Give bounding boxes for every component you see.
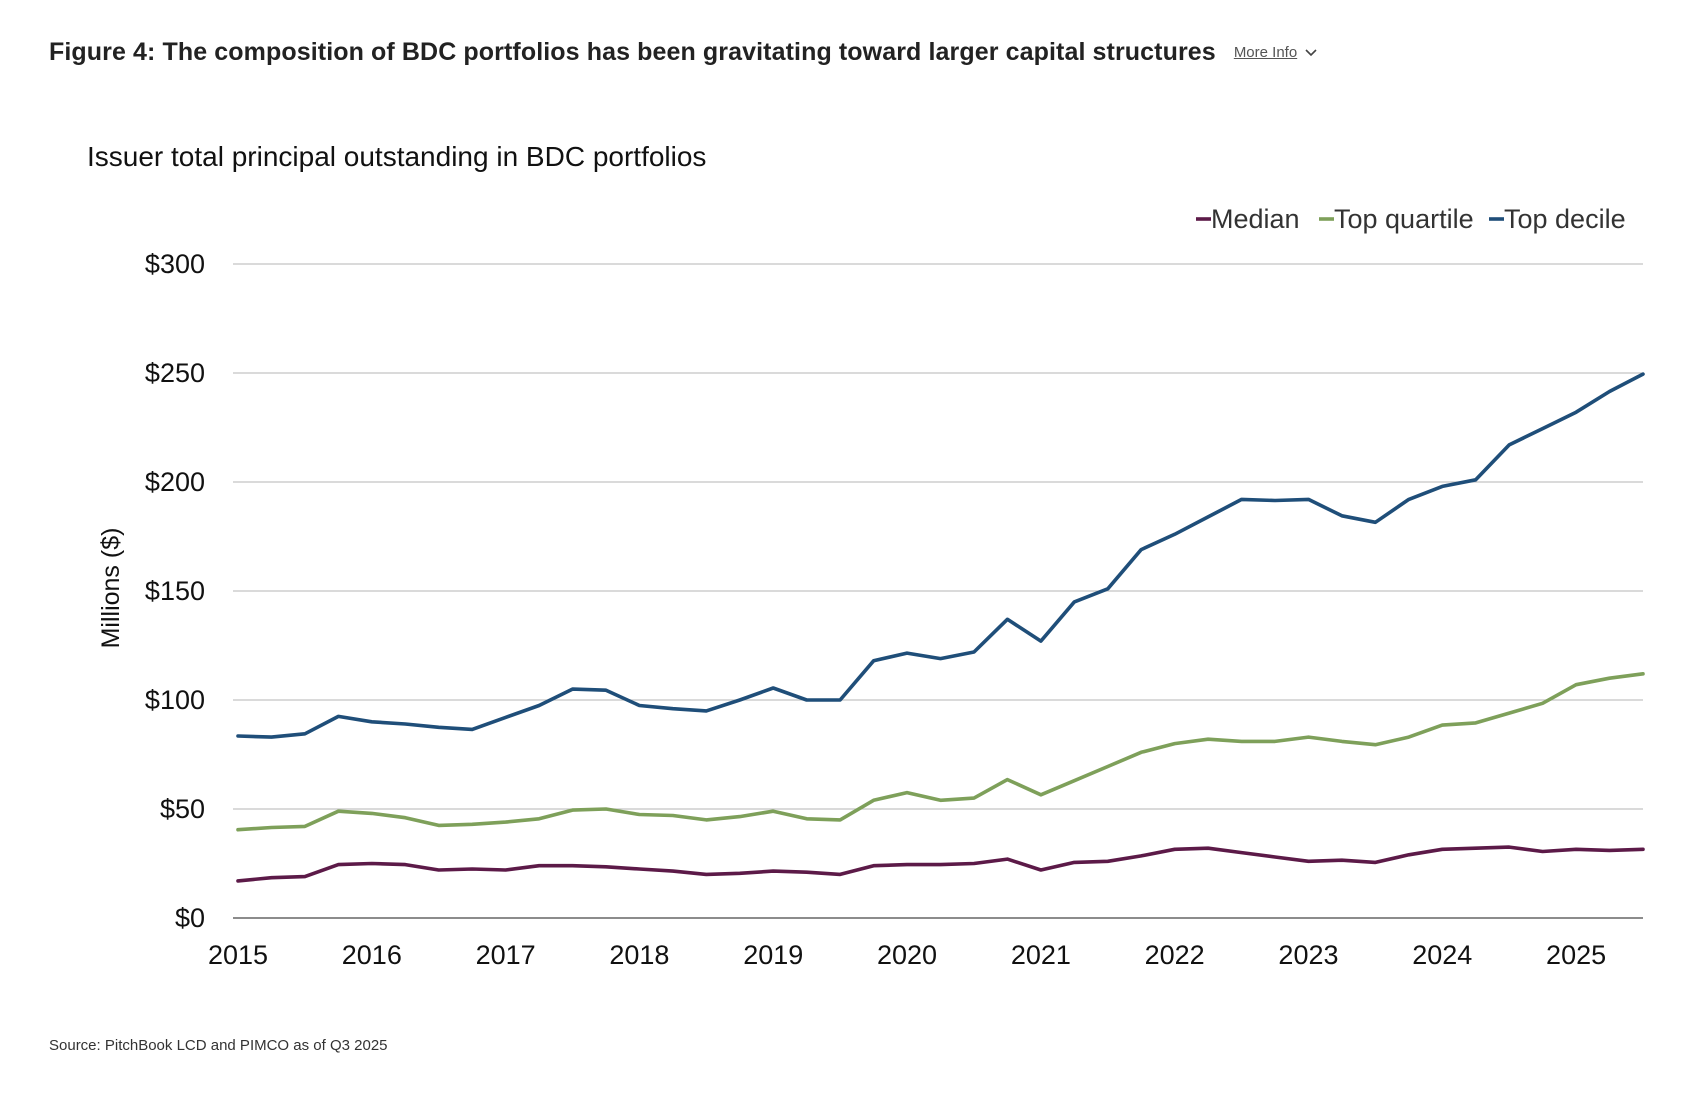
gridlines [233, 263, 1643, 919]
y-tick-label: $50 [160, 794, 205, 824]
series-line-top-decile [236, 372, 1645, 739]
x-tick-label: 2015 [208, 940, 268, 970]
x-tick-label: 2020 [877, 940, 937, 970]
x-tick-label: 2023 [1278, 940, 1338, 970]
y-tick-labels: $0 $50 $100 $150 $200 $250 $300 [145, 249, 205, 933]
source-note: Source: PitchBook LCD and PIMCO as of Q3… [49, 1037, 388, 1054]
y-tick-label: $150 [145, 576, 205, 606]
more-info-toggle[interactable]: More Info [1234, 44, 1317, 61]
series-lines [236, 372, 1645, 883]
x-tick-label: 2017 [476, 940, 536, 970]
figure-title: Figure 4: The composition of BDC portfol… [49, 38, 1216, 66]
y-tick-label: $300 [145, 249, 205, 279]
series-line-median [236, 845, 1645, 883]
legend-item-top-decile: Top decile [1489, 204, 1626, 234]
x-tick-label: 2025 [1546, 940, 1606, 970]
x-tick-label: 2022 [1145, 940, 1205, 970]
legend: Median Top quartile Top decile [1196, 204, 1626, 234]
legend-label: Top decile [1504, 204, 1626, 234]
y-tick-label: $200 [145, 467, 205, 497]
legend-label: Median [1211, 204, 1300, 234]
x-tick-label: 2018 [609, 940, 669, 970]
y-axis-label: Millions ($) [97, 528, 125, 649]
series-line-top-quartile [236, 671, 1645, 832]
x-tick-labels: 2015 2016 2017 2018 2019 2020 2021 2022 2023 2024… [208, 940, 1606, 970]
x-tick-label: 2021 [1011, 940, 1071, 970]
legend-label: Top quartile [1334, 204, 1474, 234]
chevron-down-icon[interactable] [1305, 48, 1317, 57]
y-tick-label: $250 [145, 358, 205, 388]
legend-item-top-quartile: Top quartile [1319, 204, 1474, 234]
legend-item-median: Median [1196, 204, 1300, 234]
x-tick-label: 2019 [743, 940, 803, 970]
x-tick-label: 2016 [342, 940, 402, 970]
y-tick-label: $100 [145, 685, 205, 715]
more-info-label[interactable]: More Info [1233, 44, 1298, 61]
chart-title: Issuer total principal outstanding in BD… [87, 141, 706, 172]
x-tick-label: 2024 [1412, 940, 1472, 970]
y-tick-label: $0 [175, 903, 205, 933]
figure-header: Figure 4: The composition of BDC portfol… [49, 38, 1317, 67]
